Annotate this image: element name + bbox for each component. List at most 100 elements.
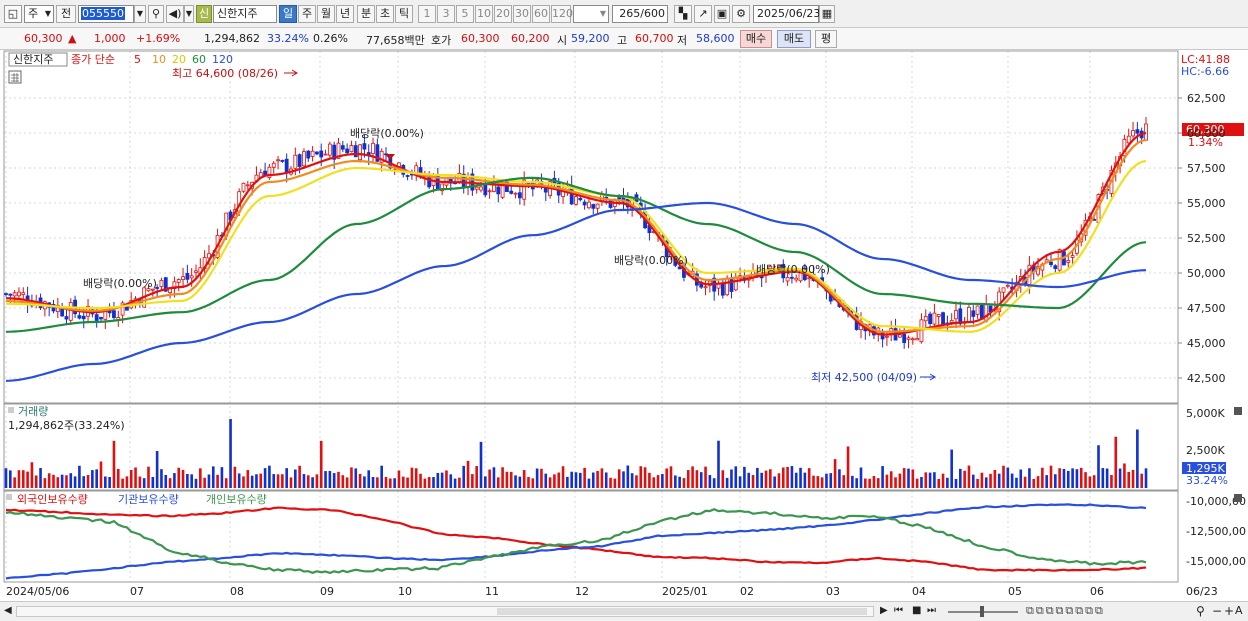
interval-5[interactable]: 5 [456,5,474,23]
volume-bar [596,470,599,488]
x-axis-label: 04 [912,585,926,598]
calendar-icon[interactable]: ▦ [819,5,835,23]
volume-bar [1041,467,1044,488]
font-size-icon[interactable]: A [1235,604,1243,617]
interval-3[interactable]: 3 [437,5,455,23]
last-page-icon[interactable]: ⏭ [927,605,936,616]
candle-body [150,288,155,291]
period-tab-week[interactable]: 주 [298,5,316,23]
volume-bar [285,468,288,488]
candle-body [923,316,928,322]
volume-bar [911,469,915,488]
period-tab-tick[interactable]: 틱 [395,5,413,23]
period-tab-minute[interactable]: 분 [357,5,375,23]
legend-ma120: 120 [212,53,233,66]
candle-body [483,183,488,196]
sell-button[interactable]: 매도 [777,30,811,48]
volume-bar [164,474,168,488]
x-axis-label: 08 [230,585,244,598]
candle-body [910,338,915,341]
layout-icons[interactable]: ⧉⧉⧉⧉⧉⧉⧉⧉ [1026,604,1105,617]
ma-line-120 [5,201,1147,382]
code-input[interactable]: 055550 [78,5,134,23]
plus-icon[interactable]: + [1224,604,1235,618]
candle-body [353,145,358,158]
volume-bar [630,473,634,488]
dividend-note-1: 배당락(0.00%) [83,277,157,290]
x-axis-label: 07 [130,585,144,598]
interval-1[interactable]: 1 [418,5,436,23]
search-icon[interactable]: ⚲ [148,5,164,23]
toolbar: ◱ 주 ▼ 전 055550 ▼ ⚲ ◀) ▼ 신 신한지주 일 주 월 년 분 … [0,0,1248,28]
candle-body [280,160,285,162]
trend-tool-icon[interactable]: ↗ [694,5,712,23]
buy-button[interactable]: 매수 [740,30,772,48]
mode-button[interactable]: 전 [56,5,76,23]
scrollbar-thumb[interactable] [497,608,867,615]
period-tab-second[interactable]: 초 [376,5,394,23]
save-icon[interactable]: ▣ [714,5,730,23]
period-tab-day[interactable]: 일 [279,5,297,23]
volume-bar [933,472,936,488]
count-input[interactable]: 265/600 [612,5,668,23]
volume-bar [78,465,81,488]
volume-bar [116,468,120,488]
volume-tag [1182,462,1226,474]
type-select[interactable]: 주 ▼ [24,5,54,23]
legend-ma10: 10 [152,53,166,66]
candle-body [949,320,954,323]
table-icon[interactable] [8,70,22,84]
scroll-left-icon[interactable]: ◀ [4,605,12,616]
legend-ma20: 20 [172,53,186,66]
speaker-icon[interactable]: ◀) [166,5,184,23]
volume-bar [1019,469,1023,488]
volume-bar [989,473,992,488]
volume-close-icon[interactable] [1234,407,1242,415]
x-axis-label: 09 [320,585,334,598]
settings-icon[interactable]: ⚙ [732,5,750,23]
volume-bar [652,477,656,488]
stock-tag[interactable] [8,52,68,67]
volume-bar [4,468,8,488]
legend-ma5: 5 [134,53,141,66]
interval-10[interactable]: 10 [475,5,493,23]
volume-bar [328,470,332,488]
interval-60[interactable]: 60 [532,5,550,23]
horizontal-scrollbar[interactable] [16,606,874,617]
volume-bar [1066,470,1070,488]
eval-button[interactable]: 평 [815,30,837,48]
zoom-in-icon[interactable]: ⚲ [1196,604,1205,618]
interval-30[interactable]: 30 [513,5,531,23]
candle-body [587,201,591,209]
date-input[interactable]: 2025/06/23 [753,5,820,23]
options-dropdown-button[interactable]: ▼ [184,5,194,23]
zoom-slider-thumb[interactable] [980,606,984,617]
period-tab-month[interactable]: 월 [317,5,335,23]
chevron-down-icon: ▼ [44,9,51,18]
candle-body [271,162,276,168]
interval-custom-select[interactable]: ▼ [573,5,609,23]
x-axis-label: 02 [740,585,754,598]
stock-name-field[interactable]: 신한지주 [213,5,277,23]
window-icon[interactable]: ◱ [4,5,22,23]
holding-close-icon[interactable] [1234,494,1242,502]
turnover-percent: 0.26% [313,32,348,45]
interval-20[interactable]: 20 [494,5,512,23]
volume-bar [203,477,206,488]
candle-body [790,276,794,279]
chart-tools-icon[interactable]: ▚ [674,5,692,23]
volume-bar [825,473,828,488]
volume-bar [980,472,984,488]
interval-120[interactable]: 120 [551,5,573,23]
minus-icon[interactable]: − [1212,604,1223,618]
volume-bar [1114,436,1118,488]
code-dropdown-button[interactable]: ▼ [134,5,146,23]
stop-icon[interactable]: ■ [912,605,922,616]
volume-bar [747,472,751,488]
first-page-icon[interactable]: ⏮ [894,605,903,616]
scroll-right-icon[interactable]: ▶ [880,605,888,616]
period-tab-year[interactable]: 년 [336,5,354,23]
candle-body [12,292,17,297]
volume-bar [613,478,617,488]
volume-bar [99,461,103,488]
